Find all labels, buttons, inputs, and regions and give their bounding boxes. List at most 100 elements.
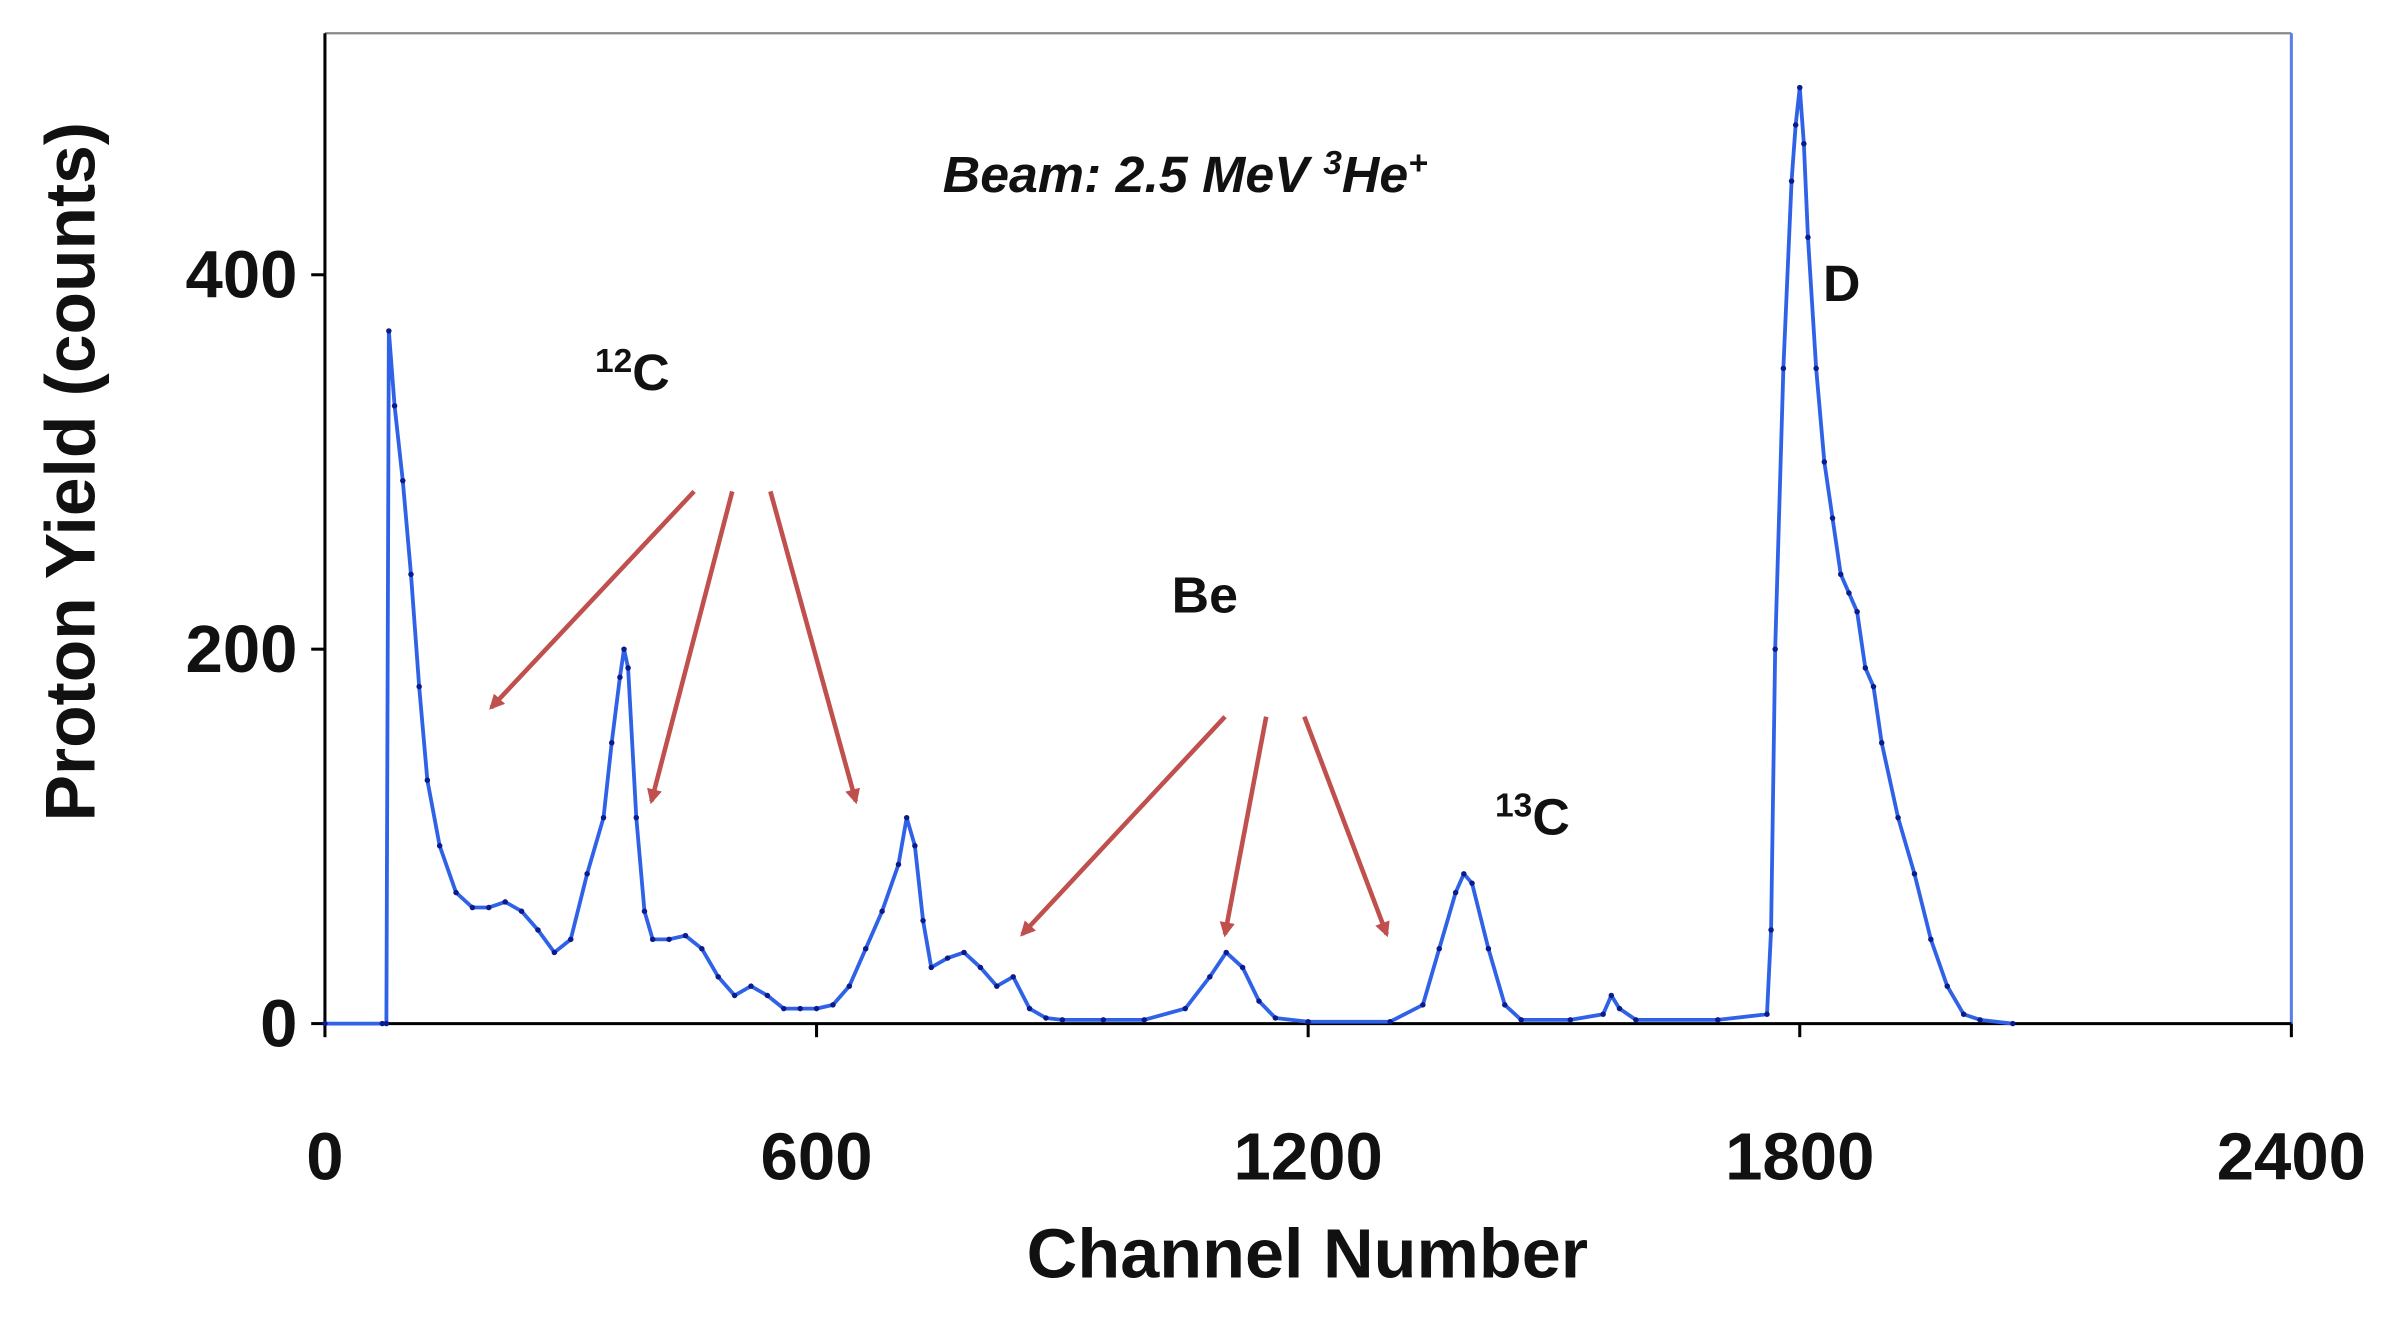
data-point (416, 683, 422, 690)
data-point (2010, 1020, 2016, 1027)
data-point (1805, 234, 1811, 241)
data-point (1239, 964, 1246, 971)
data-point (1928, 936, 1934, 943)
data-point (608, 740, 615, 746)
annotation-part: 3 (1323, 145, 1342, 182)
x-tick-label: 600 (761, 1121, 873, 1195)
data-point (625, 665, 631, 671)
data-point (408, 571, 414, 578)
data-point (383, 1020, 390, 1027)
data-point (1485, 945, 1492, 952)
data-point (977, 964, 984, 971)
data-point (920, 917, 926, 924)
data-point (666, 936, 672, 943)
data-point (1837, 571, 1844, 578)
data-point (1977, 1017, 1983, 1023)
data-point (748, 983, 754, 989)
annotation-part: 12 (595, 343, 632, 380)
data-point (1452, 889, 1459, 896)
annotation-part: D (1823, 254, 1860, 312)
annotation-part: Beam: 2.5 MeV (943, 145, 1323, 203)
data-point (699, 945, 705, 952)
data-point (391, 403, 398, 409)
annotation: 13C (1495, 787, 1570, 845)
data-point (584, 871, 590, 877)
data-point (1469, 880, 1475, 886)
annotation: Be (1172, 566, 1238, 624)
annotation: D (1823, 254, 1860, 312)
data-point (895, 861, 902, 868)
y-tick-label: 200 (185, 613, 297, 687)
x-tick-label: 1800 (1725, 1121, 1874, 1195)
y-tick-label: 400 (185, 239, 297, 313)
data-point (502, 899, 508, 905)
data-point (1895, 814, 1901, 821)
data-point (1862, 665, 1869, 671)
data-point (1141, 1017, 1148, 1023)
data-point (1801, 140, 1807, 147)
data-point (1010, 974, 1016, 980)
data-point (1461, 871, 1467, 877)
data-point (715, 974, 721, 980)
arrow (1219, 716, 1269, 938)
data-point (322, 1020, 328, 1027)
data-point (1616, 1005, 1623, 1012)
arrow (489, 489, 696, 710)
annotation-part: + (1408, 145, 1428, 182)
data-point (641, 908, 648, 914)
data-point (862, 945, 869, 952)
data-point (551, 949, 558, 956)
data-point (1813, 365, 1819, 372)
data-point (797, 1005, 803, 1012)
data-point (1182, 1005, 1188, 1012)
data-point (1207, 974, 1213, 980)
arrows (489, 489, 1390, 938)
data-point (1780, 365, 1787, 372)
spectrum-line (324, 85, 2014, 1026)
data-point (994, 983, 1000, 989)
data-point (1502, 1002, 1508, 1008)
data-point (617, 674, 623, 680)
data-point (436, 843, 443, 849)
data-point (1854, 609, 1860, 615)
data-point (400, 477, 406, 484)
data-point (1715, 1017, 1721, 1023)
data-point (1026, 1005, 1033, 1012)
data-point (1600, 1011, 1606, 1017)
data-point (1878, 740, 1885, 746)
data-point (600, 814, 607, 821)
annotation-part: He (1342, 145, 1408, 203)
data-point (1608, 992, 1615, 999)
data-point (621, 646, 627, 652)
annotation-part: C (632, 343, 669, 401)
annotation-part: Be (1172, 566, 1238, 624)
data-point (1043, 1015, 1049, 1021)
data-point (1567, 1017, 1574, 1023)
annotation: Beam: 2.5 MeV 3He+ (943, 145, 1428, 203)
x-tick-label: 2400 (2217, 1121, 2366, 1195)
annotation-part: C (1532, 788, 1569, 846)
data-point (453, 889, 459, 896)
arrow (1302, 715, 1390, 938)
data-point (633, 814, 640, 821)
data-point (386, 328, 392, 334)
x-tick-label: 1200 (1234, 1121, 1383, 1195)
data-point (781, 1005, 787, 1012)
data-point (1059, 1017, 1066, 1023)
data-point (1829, 515, 1836, 521)
data-point (424, 777, 431, 783)
data-point (682, 932, 689, 939)
data-point (1870, 683, 1877, 690)
data-point (1944, 983, 1950, 989)
data-point (1768, 927, 1774, 933)
data-point (846, 983, 853, 989)
data-point (1420, 1002, 1426, 1008)
annotation: 12C (595, 343, 670, 401)
data-point (1100, 1017, 1107, 1023)
data-point (879, 908, 885, 914)
data-point (903, 814, 910, 821)
data-point (928, 964, 935, 971)
data-point (518, 908, 525, 914)
